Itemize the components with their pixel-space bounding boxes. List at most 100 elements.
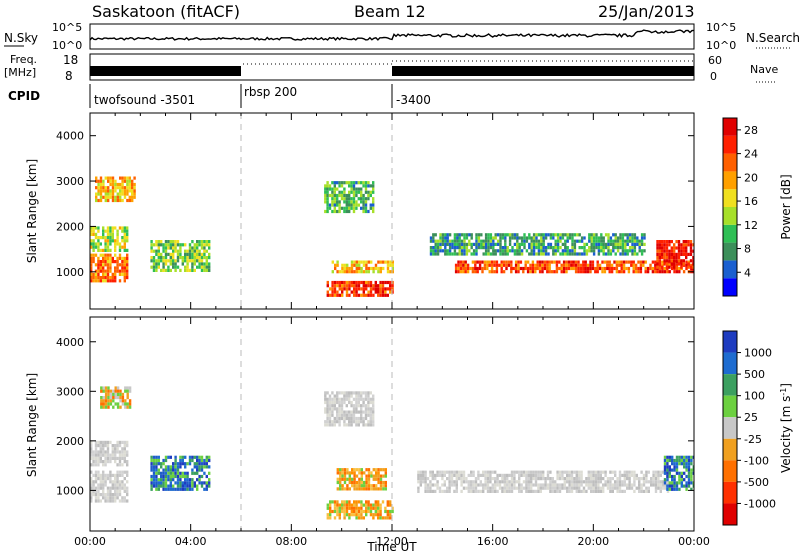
- power-echo-cell: [362, 197, 365, 201]
- power-echo-cell: [102, 182, 105, 187]
- power-echo-cell: [336, 290, 339, 294]
- power-echo-cell: [196, 243, 199, 247]
- power-echo-cell: [169, 262, 172, 266]
- velocity-colorbar-label-exp: -1: [779, 388, 788, 396]
- velocity-echo-cell: [515, 480, 518, 484]
- velocity-echo-cell: [448, 489, 451, 493]
- velocity-echo-cell: [336, 407, 339, 411]
- velocity-echo-cell: [570, 483, 574, 487]
- velocity-echo-cell: [486, 480, 490, 484]
- power-echo-cell: [499, 236, 502, 240]
- velocity-echo-cell: [558, 486, 562, 490]
- power-echo-cell: [164, 243, 168, 247]
- velocity-echo-cell: [635, 473, 638, 477]
- power-echo-cell: [164, 252, 168, 256]
- velocity-echo-cell: [544, 480, 547, 484]
- power-echo-cell: [595, 246, 598, 250]
- velocity-echo-cell: [179, 462, 182, 466]
- power-echo-cell: [484, 246, 488, 250]
- velocity-echo-cell: [391, 509, 394, 514]
- velocity-echo-cell: [353, 474, 356, 478]
- power-echo-cell: [379, 260, 382, 264]
- velocity-echo-cell: [367, 413, 370, 417]
- power-echo-cell: [500, 266, 503, 271]
- velocity-echo-cell: [549, 486, 552, 490]
- velocity-echo-cell: [513, 470, 516, 474]
- power-echo-cell: [589, 263, 592, 267]
- power-echo-cell: [588, 233, 591, 237]
- velocity-echo-cell: [123, 447, 126, 451]
- power-echo-cell: [555, 266, 559, 271]
- velocity-echo-cell: [331, 413, 334, 417]
- velocity-echo-cell: [367, 468, 371, 472]
- power-echo-cell: [106, 226, 110, 230]
- velocity-echo-cell: [363, 480, 366, 485]
- velocity-echo-cell: [333, 400, 336, 405]
- velocity-echo-cell: [431, 473, 434, 477]
- power-echo-cell: [377, 266, 380, 271]
- velocity-echo-cell: [97, 499, 100, 503]
- velocity-echo-cell: [530, 483, 533, 487]
- velocity-echo-cell: [196, 478, 199, 482]
- velocity-x-tick-label-1: 04:00: [175, 535, 207, 548]
- power-echo-cell: [556, 233, 560, 237]
- power-echo-cell: [106, 242, 110, 246]
- velocity-echo-cell: [107, 402, 110, 406]
- power-echo-cell: [500, 260, 503, 264]
- velocity-echo-cell: [90, 480, 93, 484]
- power-echo-cell: [633, 239, 637, 243]
- power-echo-cell: [208, 265, 211, 269]
- velocity-echo-cell: [570, 489, 574, 493]
- velocity-echo-cell: [666, 480, 670, 484]
- power-echo-cell: [692, 243, 694, 247]
- velocity-echo-cell: [126, 402, 129, 406]
- power-echo-cell: [677, 259, 681, 263]
- velocity-echo-cell: [104, 496, 107, 500]
- power-echo-cell: [176, 252, 180, 256]
- velocity-echo-cell: [525, 486, 528, 490]
- power-echo-cell: [687, 260, 691, 264]
- power-y-tick-label-2: 3000: [56, 175, 84, 188]
- velocity-echo-cell: [340, 407, 344, 411]
- power-echo-cell: [607, 246, 610, 250]
- power-echo-cell: [184, 256, 187, 260]
- velocity-echo-cell: [107, 392, 110, 396]
- velocity-echo-cell: [191, 471, 194, 475]
- velocity-echo-cell: [126, 473, 129, 477]
- power-echo-cell: [152, 262, 156, 266]
- power-echo-cell: [126, 186, 129, 190]
- velocity-echo-cell: [357, 506, 361, 510]
- velocity-echo-cell: [111, 444, 114, 448]
- velocity-echo-cell: [104, 460, 107, 464]
- power-echo-cell: [179, 243, 182, 247]
- velocity-echo-cell: [417, 486, 420, 490]
- power-echo-cell: [345, 284, 349, 288]
- velocity-echo-cell: [121, 486, 124, 490]
- velocity-echo-cell: [123, 489, 126, 493]
- power-echo-cell: [172, 256, 175, 260]
- velocity-echo-cell: [386, 509, 389, 514]
- velocity-echo-cell: [186, 481, 189, 485]
- power-echo-cell: [525, 236, 529, 240]
- power-echo-cell: [188, 256, 192, 260]
- velocity-echo-cell: [513, 486, 516, 490]
- power-echo-cell: [369, 280, 373, 285]
- power-y-tick-label-1: 2000: [56, 220, 84, 233]
- velocity-echo-cell: [575, 477, 578, 481]
- velocity-echo-cell: [422, 480, 425, 484]
- velocity-echo-cell: [506, 486, 509, 490]
- power-echo-cell: [504, 233, 507, 237]
- velocity-echo-cell: [379, 503, 382, 507]
- power-echo-cell: [495, 266, 499, 271]
- power-echo-cell: [453, 239, 457, 243]
- velocity-echo-cell: [671, 484, 674, 488]
- power-echo-cell: [642, 260, 645, 264]
- power-echo-cell: [656, 270, 659, 274]
- power-echo-cell: [692, 256, 694, 260]
- power-echo-cell: [535, 233, 538, 237]
- velocity-echo-cell: [102, 402, 105, 406]
- power-echo-cell: [675, 240, 678, 244]
- power-echo-cell: [689, 249, 693, 253]
- power-echo-cell: [362, 193, 365, 198]
- power-echo-cell: [484, 249, 488, 253]
